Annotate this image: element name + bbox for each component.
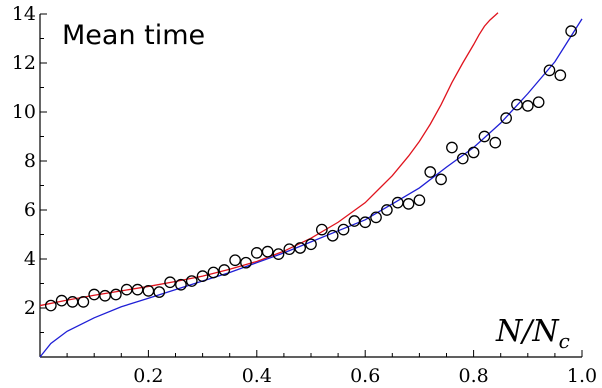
data-point	[315, 223, 328, 236]
y-tick-label-2: 2	[24, 297, 36, 319]
data-point	[261, 245, 274, 258]
data-point	[554, 69, 567, 82]
data-point	[370, 211, 382, 224]
data-point	[44, 299, 57, 312]
x-tick-label-0.4: 0.4	[242, 365, 272, 387]
x-axis-label: N/Nc	[495, 314, 570, 353]
data-point	[381, 204, 393, 216]
data-point	[175, 278, 187, 291]
data-point	[424, 166, 437, 178]
data-point	[250, 247, 263, 259]
data-point	[305, 238, 317, 251]
data-point	[229, 254, 241, 267]
x-axis-label-subscript: c	[559, 329, 570, 353]
data-point	[467, 146, 480, 159]
data-point	[294, 242, 307, 254]
data-point	[521, 100, 534, 112]
data-point	[185, 275, 198, 287]
data-point	[142, 284, 155, 297]
axes: 2 4 6 8 10 12 14 0.2 0.4 0.6 0.8 1.0	[12, 3, 597, 387]
x-tick-label-0.2: 0.2	[133, 365, 163, 387]
y-tick-label-6: 6	[24, 199, 36, 221]
data-point	[110, 288, 122, 301]
y-tick-label-14: 14	[12, 3, 36, 25]
data-points-layer	[44, 25, 578, 312]
data-point	[99, 289, 111, 302]
data-point	[337, 223, 350, 236]
data-point	[489, 136, 502, 149]
data-point	[66, 296, 79, 308]
data-point	[240, 256, 252, 269]
data-point	[565, 25, 578, 38]
data-point	[478, 130, 491, 143]
x-tick-label-1.0: 1.0	[567, 365, 597, 387]
data-point	[207, 266, 220, 279]
y-tick-label-10: 10	[12, 101, 36, 123]
data-point	[131, 283, 144, 296]
data-point	[402, 198, 415, 210]
red-curve-layer	[39, 12, 499, 307]
data-point	[196, 270, 209, 282]
data-point	[326, 229, 339, 242]
data-point	[153, 286, 166, 298]
data-point	[272, 248, 285, 260]
data-point	[543, 64, 556, 77]
y-tick-label-4: 4	[24, 248, 36, 270]
data-point	[500, 112, 512, 124]
data-point	[218, 264, 231, 276]
data-point	[77, 296, 90, 308]
y-tick-label-8: 8	[24, 150, 36, 172]
data-point	[532, 96, 545, 109]
red-curve	[39, 12, 499, 307]
data-point	[435, 173, 447, 186]
data-point	[413, 194, 426, 207]
x-tick-label-0.6: 0.6	[350, 365, 380, 387]
data-point	[446, 141, 458, 154]
data-point	[456, 152, 469, 165]
data-point	[164, 276, 176, 289]
data-point	[359, 216, 372, 229]
x-axis-label-main: N/N	[495, 314, 560, 349]
y-tick-label-12: 12	[12, 52, 36, 74]
chart-title: Mean time	[62, 20, 205, 51]
blue-curve	[39, 18, 583, 358]
blue-curve-layer	[39, 18, 583, 358]
x-tick-label-0.8: 0.8	[458, 365, 488, 387]
